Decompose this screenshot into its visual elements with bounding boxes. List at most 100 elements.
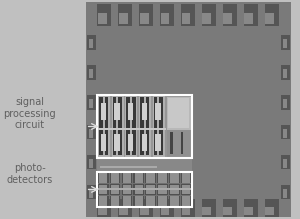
- Bar: [154, 97, 158, 155]
- Bar: [100, 166, 157, 168]
- Bar: [181, 132, 183, 154]
- Bar: [110, 184, 120, 195]
- Bar: [160, 199, 174, 217]
- Bar: [223, 199, 237, 217]
- Bar: [87, 95, 96, 110]
- Bar: [125, 96, 137, 157]
- Bar: [128, 103, 134, 120]
- Bar: [112, 97, 116, 155]
- Bar: [119, 13, 128, 24]
- Bar: [98, 13, 107, 24]
- Bar: [97, 188, 192, 190]
- Bar: [97, 95, 192, 158]
- Bar: [157, 196, 168, 207]
- Bar: [181, 184, 192, 195]
- Bar: [139, 96, 151, 157]
- Bar: [265, 13, 274, 24]
- Bar: [202, 13, 211, 24]
- Bar: [100, 134, 106, 152]
- Bar: [122, 184, 132, 195]
- Bar: [182, 207, 190, 215]
- Bar: [155, 134, 161, 152]
- Bar: [281, 65, 290, 79]
- Bar: [100, 103, 106, 120]
- Bar: [182, 185, 190, 194]
- Bar: [122, 172, 132, 183]
- Bar: [119, 207, 128, 215]
- Bar: [145, 184, 156, 195]
- Bar: [181, 4, 195, 26]
- Bar: [146, 196, 155, 206]
- Bar: [140, 207, 148, 215]
- Bar: [170, 173, 178, 182]
- Bar: [97, 129, 166, 130]
- Bar: [157, 172, 168, 183]
- Bar: [181, 199, 195, 217]
- Bar: [112, 128, 124, 130]
- Bar: [134, 172, 144, 183]
- Bar: [123, 173, 131, 182]
- Bar: [88, 129, 93, 138]
- Bar: [283, 39, 287, 48]
- Bar: [202, 199, 216, 217]
- Bar: [283, 69, 287, 78]
- Bar: [98, 128, 110, 130]
- Bar: [159, 97, 163, 155]
- Bar: [111, 173, 119, 182]
- Bar: [224, 207, 232, 215]
- Bar: [99, 185, 107, 194]
- Bar: [169, 196, 180, 207]
- Bar: [97, 172, 192, 207]
- Bar: [281, 185, 290, 199]
- Bar: [283, 129, 287, 138]
- Bar: [98, 172, 109, 183]
- Bar: [244, 4, 258, 26]
- Bar: [86, 2, 291, 217]
- Bar: [88, 69, 93, 78]
- Bar: [132, 97, 136, 155]
- Bar: [202, 4, 216, 26]
- Bar: [87, 125, 96, 140]
- Bar: [97, 199, 111, 217]
- Bar: [112, 96, 124, 157]
- Bar: [134, 173, 143, 182]
- Bar: [224, 13, 232, 24]
- Bar: [281, 35, 290, 50]
- Bar: [170, 196, 178, 206]
- Bar: [168, 98, 189, 128]
- Bar: [114, 134, 120, 152]
- Bar: [98, 196, 109, 207]
- Bar: [142, 103, 147, 120]
- Text: photo-
detectors: photo- detectors: [7, 163, 53, 185]
- Bar: [265, 199, 279, 217]
- Bar: [182, 173, 190, 182]
- Bar: [153, 128, 165, 130]
- Bar: [88, 159, 93, 168]
- Bar: [265, 207, 274, 215]
- Bar: [244, 207, 253, 215]
- Bar: [202, 207, 211, 215]
- Bar: [88, 189, 93, 198]
- Bar: [128, 134, 134, 152]
- Bar: [146, 173, 155, 182]
- Bar: [87, 155, 96, 169]
- Bar: [99, 196, 107, 206]
- Bar: [283, 159, 287, 168]
- Bar: [155, 103, 161, 120]
- Bar: [98, 184, 109, 195]
- Bar: [281, 125, 290, 140]
- Bar: [145, 172, 156, 183]
- Bar: [153, 96, 165, 157]
- Bar: [97, 4, 111, 26]
- Bar: [87, 65, 96, 79]
- Bar: [281, 155, 290, 169]
- Bar: [158, 173, 167, 182]
- Bar: [87, 185, 96, 199]
- Bar: [170, 185, 178, 194]
- Bar: [98, 207, 107, 215]
- Bar: [134, 184, 144, 195]
- Bar: [142, 134, 147, 152]
- Bar: [244, 199, 258, 217]
- Bar: [167, 130, 191, 157]
- Bar: [181, 172, 192, 183]
